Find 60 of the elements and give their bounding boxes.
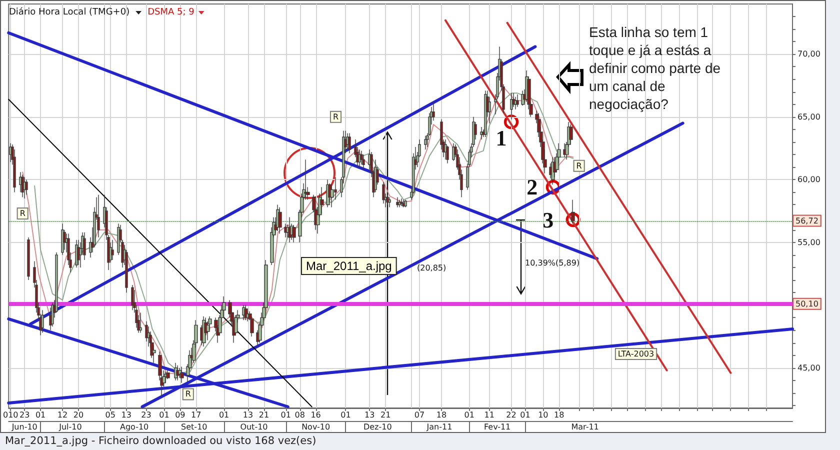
- annotation: (20,85): [417, 264, 446, 272]
- annotation: R: [576, 161, 582, 170]
- annotation: Esta linha so tem 1 toque e já a estás a definir como parte de um canal de negociação?: [589, 24, 724, 112]
- x-tick-label: 10: [538, 410, 548, 420]
- x2-tick-label: Mar-11: [571, 422, 599, 432]
- x-tick-label: 12: [57, 410, 68, 420]
- x-tick-label: 11: [484, 410, 494, 420]
- annotation: R: [185, 390, 192, 399]
- chart-title: Diário Hora Local (TMG+0): [9, 6, 130, 18]
- x-tick-label: 21: [258, 410, 270, 420]
- x-tick-label: 23: [141, 410, 152, 420]
- x2-tick-label: Jun-10: [10, 422, 38, 432]
- x-tick-label: 01: [340, 410, 351, 420]
- annotation: R: [20, 209, 26, 218]
- x2-tick-label: Ago-10: [120, 422, 149, 432]
- x-tick-label: 16: [310, 410, 321, 420]
- x-tick-label: 01: [159, 410, 170, 420]
- x-tick-label: 01: [35, 410, 46, 420]
- ref-line-label: 56,72: [796, 216, 818, 226]
- x-tick-label: 01: [520, 410, 530, 420]
- x2-tick-label: Out-10: [240, 422, 268, 432]
- x-tick-label: 01: [218, 410, 230, 420]
- x-tick-label: 01: [464, 410, 474, 420]
- y-tick-label: 70,00: [798, 50, 820, 59]
- x-tick-label: 13: [242, 410, 254, 420]
- y-tick-label: 65,00: [798, 112, 820, 122]
- x-tick-label: 23: [20, 410, 30, 420]
- chart-subtitle: DSMA 5; 9: [148, 8, 195, 18]
- y-tick-label: 45,00: [798, 363, 820, 372]
- x2-tick-label: Dez-10: [363, 422, 392, 432]
- y-tick-label: 60,00: [798, 175, 820, 184]
- x2-tick-label: Nov-10: [302, 422, 330, 432]
- x2-tick-label: Jul-10: [58, 422, 82, 432]
- x-tick-label: 21: [380, 410, 391, 420]
- x-tick-label: 18: [554, 410, 564, 420]
- x2-tick-label: Jan-11: [426, 422, 452, 432]
- x-tick-label: 08: [294, 410, 305, 420]
- annotation: 3: [542, 207, 554, 232]
- x-tick-label: 20: [73, 410, 84, 420]
- x-tick-label: 13: [121, 410, 132, 420]
- x-tick-label: 01: [280, 410, 291, 420]
- x-tick-label: 18: [436, 410, 447, 420]
- ref-line-label: 50,10: [796, 299, 818, 308]
- annotation: 2: [526, 174, 538, 200]
- annotation: 10,39%(5,89): [525, 258, 580, 268]
- x-tick-label: 09: [175, 410, 186, 420]
- x-tick-label: 22: [506, 410, 516, 420]
- annotation: R: [332, 112, 339, 122]
- annotation: LTA-2003: [618, 350, 654, 358]
- x-tick-label: 13: [364, 410, 375, 420]
- annotation: Mar_2011_a.jpg: [306, 259, 392, 273]
- text: Mar_2011_a.jpg - Ficheiro downloaded ou visto 168 vez(es): [5, 435, 316, 447]
- x-tick-label: 05: [105, 410, 116, 420]
- y-tick-label: 55,00: [798, 238, 820, 247]
- x-tick-label: 17: [191, 410, 202, 420]
- x2-tick-label: Fev-11: [484, 422, 511, 432]
- x-tick-label: 010: [2, 410, 18, 420]
- x2-tick-label: Set-10: [181, 422, 208, 432]
- annotation: 1: [496, 125, 507, 150]
- x-tick-label: 07: [414, 410, 425, 420]
